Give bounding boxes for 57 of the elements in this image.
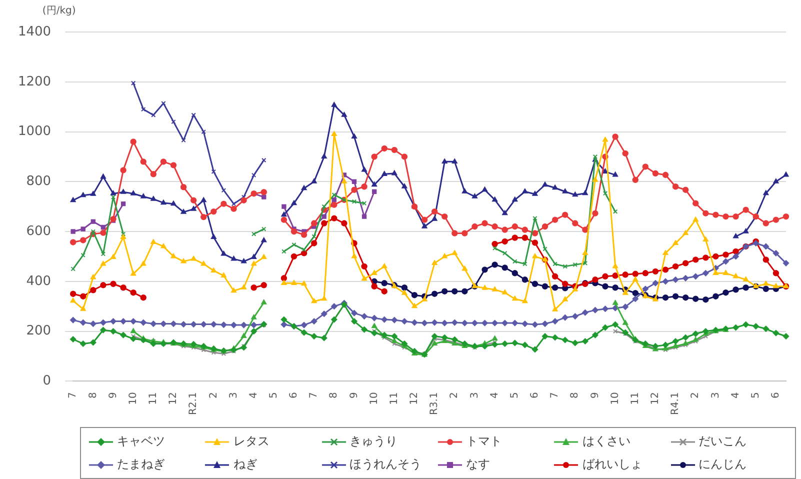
y-axis-title: (円/kg): [42, 6, 76, 17]
legend-label: だいこん: [698, 433, 747, 450]
x-tick-label: 9: [108, 392, 119, 399]
x-tick-label: 6: [288, 392, 300, 399]
x-tick-label: 8: [328, 392, 340, 399]
legend-label: キャベツ: [117, 433, 165, 450]
x-tick-label: 6: [770, 392, 782, 399]
x-tick-label: 3: [710, 392, 722, 399]
legend-label: トマト: [466, 433, 502, 450]
x-tick-label: 8: [570, 392, 581, 399]
legend-label: ばれいしょ: [582, 456, 642, 473]
x-tick-label: 12: [168, 392, 180, 405]
x-tick-label: 5: [509, 392, 520, 399]
y-tick-label: 400: [26, 274, 52, 289]
x-tick-label: 4: [248, 392, 260, 399]
x-tick-label: 4: [489, 392, 500, 399]
x-tick-label: 11: [388, 392, 400, 405]
x-tick-label: 7: [550, 392, 561, 399]
x-tick-label: 12: [409, 392, 420, 405]
x-tick-label: 2: [690, 392, 702, 399]
x-tick-label: 2: [208, 392, 220, 399]
legend-label: ほうれんそう: [350, 456, 422, 473]
y-tick-label: 200: [26, 324, 52, 339]
x-tick-label: 12: [650, 392, 662, 405]
y-tick-label: 800: [26, 174, 52, 190]
x-tick-label: R3.1: [429, 392, 440, 416]
x-tick-label: 2: [449, 392, 460, 399]
legend-label: きゅうり: [350, 433, 398, 450]
x-tick-label: 8: [88, 392, 99, 399]
legend-label: ねぎ: [233, 456, 258, 473]
y-tick-label: 1200: [18, 74, 52, 90]
legend-label: なす: [466, 456, 490, 473]
y-tick-label: 600: [26, 224, 52, 239]
x-tick-label: 10: [610, 392, 621, 405]
legend-label: はくさい: [582, 433, 630, 450]
x-tick-label: 9: [348, 392, 360, 399]
y-tick-label: 0: [42, 374, 52, 389]
x-tick-label: 6: [530, 392, 541, 399]
x-tick-label: 11: [630, 392, 641, 405]
x-tick-label: 3: [469, 392, 480, 399]
x-tick-label: 5: [268, 392, 280, 399]
x-tick-label: 7: [68, 392, 79, 399]
x-tick-label: 7: [308, 392, 320, 399]
legend-label: たまねぎ: [117, 456, 165, 473]
x-tick-label: 9: [590, 392, 601, 399]
x-tick-label: 11: [148, 392, 160, 405]
x-tick-label: 4: [730, 392, 742, 399]
legend-label: レタス: [233, 433, 270, 450]
x-tick-label: R2.1: [188, 392, 200, 416]
y-tick-label: 1000: [18, 124, 52, 140]
y-tick-label: 1400: [18, 24, 52, 40]
x-tick-label: 3: [228, 392, 240, 399]
x-tick-label: 10: [128, 392, 139, 405]
x-tick-label: 10: [368, 392, 380, 405]
x-tick-label: 5: [750, 392, 762, 399]
x-tick-label: R4.1: [670, 392, 682, 416]
legend-label: にんじん: [698, 456, 747, 473]
